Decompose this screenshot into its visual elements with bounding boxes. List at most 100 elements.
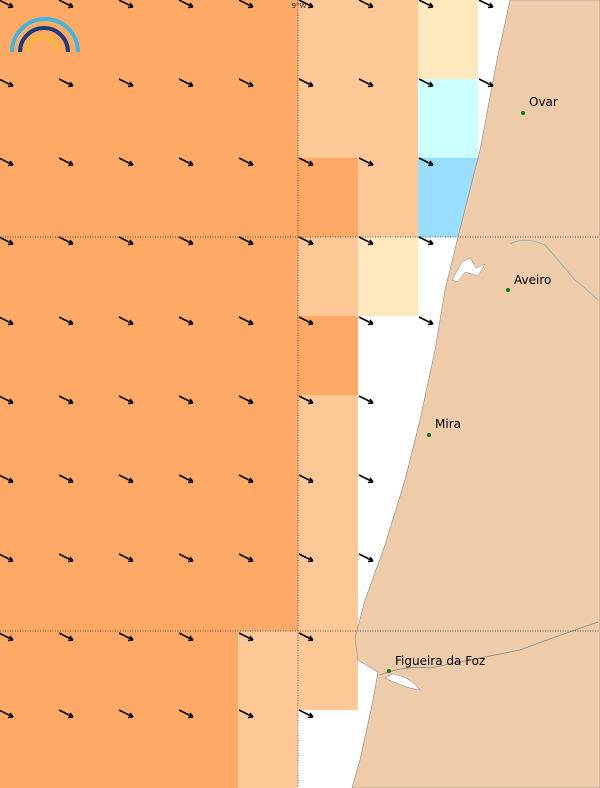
wind-arrow	[58, 632, 74, 642]
logo-arc	[10, 17, 80, 53]
wind-arrow	[358, 553, 374, 563]
wind-arrow	[298, 316, 314, 326]
place-dot	[506, 288, 510, 292]
wind-arrow	[478, 0, 494, 9]
place-dot	[387, 669, 391, 673]
place-dot	[427, 433, 431, 437]
cell	[0, 0, 298, 631]
graticule-label: 9°W	[292, 2, 307, 10]
wind-arrow	[0, 632, 14, 642]
wind-arrow	[118, 632, 134, 642]
logo-arc	[18, 26, 70, 53]
wind-arrow	[358, 395, 374, 405]
wind-arrow	[178, 236, 194, 246]
wind-arrow	[58, 157, 74, 167]
cell	[298, 316, 358, 395]
wind-arrow	[178, 0, 194, 9]
place-label: Ovar	[529, 95, 558, 109]
wind-arrow	[298, 157, 314, 167]
wind-arrow	[0, 709, 14, 719]
wind-arrow	[298, 395, 314, 405]
wind-arrow	[0, 78, 14, 88]
logo-arc	[26, 35, 60, 53]
estuary	[384, 673, 421, 691]
cell	[298, 237, 358, 316]
wind-arrow	[0, 553, 14, 563]
wind-arrow	[298, 553, 314, 563]
wind-arrow	[0, 236, 14, 246]
wind-arrow	[58, 474, 74, 484]
wind-arrow	[58, 395, 74, 405]
wind-arrow	[0, 0, 14, 9]
wind-arrow	[238, 0, 254, 9]
wind-arrow	[358, 78, 374, 88]
wind-arrows	[0, 0, 494, 719]
wind-arrow	[118, 0, 134, 9]
cells	[0, 0, 478, 788]
lagoon	[451, 257, 486, 283]
wind-arrow	[298, 0, 314, 9]
wind-arrow	[178, 632, 194, 642]
wind-arrow	[178, 78, 194, 88]
wind-arrow	[238, 474, 254, 484]
place-label: Mira	[435, 417, 461, 431]
wind-arrow	[418, 78, 434, 88]
wind-arrow	[238, 553, 254, 563]
wind-arrow	[0, 316, 14, 326]
wind-arrow	[178, 157, 194, 167]
wind-arrow	[118, 709, 134, 719]
wind-arrow	[58, 316, 74, 326]
cell	[418, 79, 478, 158]
place-label: Figueira da Foz	[395, 654, 485, 668]
wind-arrow	[238, 632, 254, 642]
wind-arrow	[298, 236, 314, 246]
place-dot	[521, 111, 525, 115]
wind-arrow	[358, 0, 374, 9]
wind-arrow	[238, 236, 254, 246]
wind-arrow	[358, 474, 374, 484]
places: Ovar Aveiro Mira Figueira da Foz	[387, 95, 558, 673]
wind-arrow	[0, 474, 14, 484]
wind-arrow	[118, 236, 134, 246]
river	[379, 621, 599, 676]
wind-arrow	[118, 395, 134, 405]
wind-arrow	[58, 0, 74, 9]
cell	[298, 158, 358, 237]
wind-arrow	[358, 316, 374, 326]
wind-arrow	[178, 395, 194, 405]
wind-arrow	[178, 474, 194, 484]
wind-arrow	[298, 474, 314, 484]
wind-arrow	[178, 709, 194, 719]
place-label: Aveiro	[514, 273, 551, 287]
wind-arrow	[238, 709, 254, 719]
wind-arrow	[118, 157, 134, 167]
wind-arrow	[118, 316, 134, 326]
wind-arrow	[298, 709, 314, 719]
cell	[358, 0, 418, 237]
wind-arrow	[238, 78, 254, 88]
cell	[358, 237, 418, 316]
wind-arrow	[238, 316, 254, 326]
wind-arrow	[298, 632, 314, 642]
wind-arrow	[118, 474, 134, 484]
wind-arrow	[418, 0, 434, 9]
wind-arrow	[0, 395, 14, 405]
cell	[238, 631, 298, 788]
wind-arrow	[358, 157, 374, 167]
cell	[298, 0, 358, 158]
wind-arrow	[358, 236, 374, 246]
wind-arrow	[178, 316, 194, 326]
wind-arrow	[418, 316, 434, 326]
wind-arrow	[58, 709, 74, 719]
wind-arrow	[478, 78, 494, 88]
wind-arrow	[418, 157, 434, 167]
cell	[418, 0, 478, 79]
wind-arrow	[238, 157, 254, 167]
wind-arrow	[118, 553, 134, 563]
wind-arrow	[118, 78, 134, 88]
wind-arrow	[418, 236, 434, 246]
cell	[0, 631, 238, 788]
wind-arrow	[298, 78, 314, 88]
